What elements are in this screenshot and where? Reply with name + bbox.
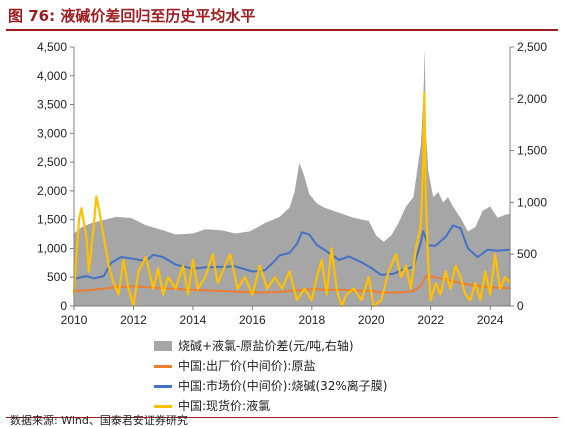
x-tick-label: 2012 (120, 313, 147, 327)
left-tick-label: 2,500 (37, 155, 67, 169)
legend-label-market-price: 中国:市场价(中间价):烧碱(32%离子膜) (178, 379, 388, 393)
bottom-rule (6, 417, 558, 418)
right-tick-label: 500 (517, 247, 537, 261)
x-tick-label: 2010 (61, 313, 88, 327)
right-tick-label: 0 (517, 299, 524, 313)
right-tick-label: 1,500 (517, 144, 547, 158)
chart: 0 500 1,000 1,500 2,000 2,500 3,000 3,500 4,000 4… (37, 40, 547, 327)
spread-area-layer (74, 48, 510, 306)
right-tick-label: 1,000 (517, 195, 547, 209)
axes-layer: 0 500 1,000 1,500 2,000 2,500 3,000 3,500 4,000 4… (37, 40, 547, 327)
x-tick-label: 2024 (477, 313, 504, 327)
legend-swatch-spread (154, 341, 172, 351)
figure-title: 图 76: 液碱价差回归至历史平均水平 (8, 7, 256, 25)
legend-swatch-factory-price (154, 365, 172, 368)
x-tick-label: 2022 (417, 313, 444, 327)
spot-price-line (72, 91, 511, 308)
legend-label-factory-price: 中国:出厂价(中间价):原盐 (178, 359, 316, 373)
left-tick-label: 0 (60, 299, 67, 313)
legend-label-spot-price: 中国:现货价:液氯 (178, 399, 271, 413)
legend: 烧碱+液氯-原盐价差(元/吨,右轴) 中国:出厂价(中间价):原盐 中国:市场价… (154, 336, 554, 416)
left-tick-label: 4,500 (37, 40, 67, 54)
x-tick-label: 2016 (239, 313, 266, 327)
x-tick-label: 2020 (358, 313, 385, 327)
legend-item-factory-price: 中国:出厂价(中间价):原盐 (154, 356, 554, 376)
legend-item-market-price: 中国:市场价(中间价):烧碱(32%离子膜) (154, 376, 554, 396)
left-tick-label: 4,000 (37, 69, 67, 83)
left-tick-label: 500 (47, 270, 67, 284)
price-lines-layer (72, 91, 511, 308)
left-tick-label: 1,000 (37, 241, 67, 255)
left-tick-label: 1,500 (37, 213, 67, 227)
spread-area (74, 48, 510, 306)
right-tick-label: 2,500 (517, 40, 547, 54)
legend-swatch-spot-price (154, 405, 172, 408)
x-tick-label: 2014 (180, 313, 207, 327)
right-tick-label: 2,000 (517, 92, 547, 106)
legend-item-spot-price: 中国:现货价:液氯 (154, 396, 554, 416)
left-tick-label: 3,500 (37, 98, 67, 112)
legend-item-spread: 烧碱+液氯-原盐价差(元/吨,右轴) (154, 336, 554, 356)
legend-swatch-market-price (154, 385, 172, 388)
legend-label-spread: 烧碱+液氯-原盐价差(元/吨,右轴) (178, 339, 354, 353)
x-tick-label: 2018 (298, 313, 325, 327)
source-note: 数据来源: Wind、国泰君安证券研究 (10, 414, 188, 427)
factory-price-line (73, 275, 511, 294)
market-price-line (73, 224, 511, 280)
title-rule (6, 29, 558, 31)
left-tick-label: 3,000 (37, 126, 67, 140)
left-tick-label: 2,000 (37, 184, 67, 198)
